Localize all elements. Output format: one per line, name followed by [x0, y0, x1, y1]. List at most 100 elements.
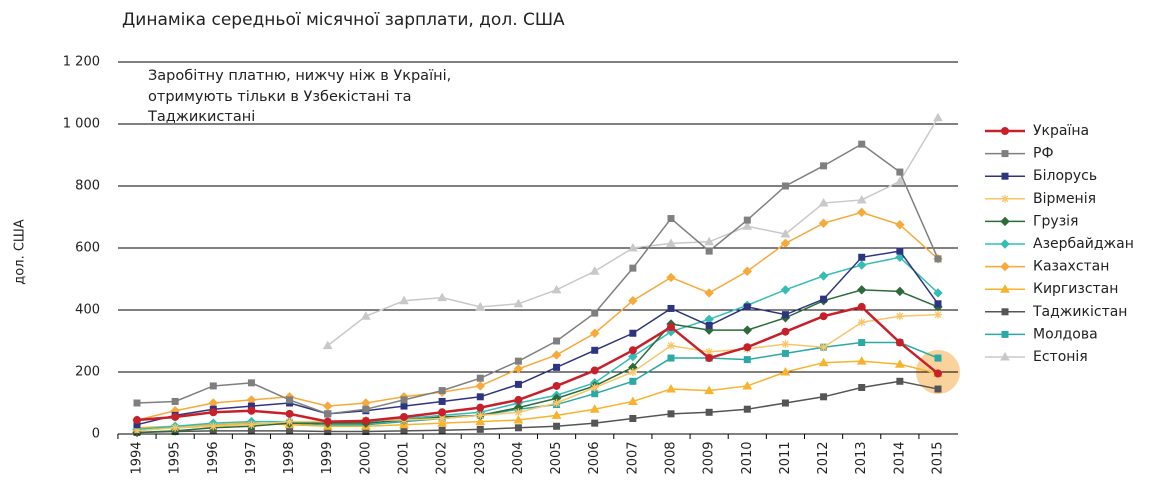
- marker: [476, 403, 485, 412]
- marker: [589, 404, 600, 413]
- x-tick-label: 2015: [931, 441, 946, 474]
- y-tick-label: 600: [75, 241, 100, 256]
- marker: [667, 215, 675, 223]
- marker: [553, 363, 561, 371]
- marker: [133, 416, 141, 425]
- marker: [171, 397, 179, 405]
- marker: [934, 310, 942, 319]
- marker: [1000, 351, 1010, 361]
- marker: [514, 408, 523, 417]
- marker: [360, 311, 371, 320]
- marker: [894, 359, 905, 368]
- marker: [895, 338, 904, 347]
- marker: [857, 260, 867, 270]
- chart-title: Динаміка середньої місячної зарплати, до…: [122, 10, 565, 30]
- marker: [743, 343, 752, 352]
- marker: [247, 379, 255, 387]
- marker: [1000, 261, 1010, 272]
- marker: [591, 390, 599, 398]
- legend-label: Естонія: [1033, 349, 1088, 365]
- series-line: [136, 305, 939, 423]
- marker: [285, 417, 294, 426]
- marker: [818, 198, 829, 207]
- marker: [438, 387, 446, 395]
- marker: [743, 303, 751, 311]
- marker: [667, 323, 675, 332]
- marker: [780, 366, 791, 376]
- marker: [627, 242, 638, 252]
- marker: [476, 425, 484, 433]
- x-tick-label: 2007: [625, 441, 640, 474]
- marker: [590, 328, 600, 338]
- marker: [553, 337, 561, 345]
- marker: [286, 427, 294, 435]
- marker: [895, 312, 904, 321]
- marker: [399, 295, 409, 305]
- marker: [400, 402, 408, 410]
- marker: [1001, 308, 1009, 316]
- marker: [781, 311, 789, 319]
- marker: [209, 382, 217, 390]
- marker: [857, 285, 867, 295]
- marker: [133, 399, 141, 407]
- marker: [780, 238, 791, 249]
- marker: [742, 325, 752, 335]
- marker: [551, 350, 562, 360]
- marker: [666, 384, 676, 393]
- marker: [591, 419, 599, 427]
- marker: [514, 357, 522, 365]
- marker: [934, 255, 942, 263]
- annotation: Заробітну платню, нижчу ніж в Україні,: [148, 68, 451, 84]
- marker: [514, 380, 522, 388]
- marker: [858, 384, 866, 391]
- marker: [400, 427, 408, 435]
- marker: [780, 285, 791, 295]
- marker: [476, 393, 484, 401]
- marker: [628, 346, 637, 355]
- series-line: [136, 313, 939, 432]
- marker: [667, 341, 675, 350]
- marker: [629, 329, 637, 337]
- marker: [820, 393, 828, 401]
- x-tick-label: 2002: [435, 441, 450, 474]
- marker: [247, 406, 256, 415]
- series-line: [136, 256, 939, 431]
- x-tick-label: 1999: [320, 441, 335, 474]
- marker: [934, 300, 942, 308]
- marker: [705, 408, 713, 416]
- marker: [590, 383, 599, 392]
- marker: [818, 271, 829, 281]
- marker: [705, 354, 714, 363]
- marker: [705, 347, 714, 356]
- marker: [781, 349, 789, 357]
- marker: [1000, 284, 1010, 293]
- x-tick-label: 2000: [358, 441, 373, 474]
- legend-label: Молдова: [1033, 326, 1098, 342]
- x-tick-label: 2003: [473, 441, 488, 474]
- marker: [513, 298, 524, 308]
- annotation: Таджикистані: [147, 109, 255, 125]
- marker: [133, 426, 141, 435]
- y-tick-label: 800: [75, 179, 100, 194]
- marker: [400, 412, 408, 421]
- marker: [209, 422, 218, 431]
- marker: [1000, 239, 1010, 249]
- y-axis-label: дол. США: [13, 219, 28, 284]
- marker: [857, 207, 867, 218]
- marker: [933, 112, 943, 122]
- marker: [247, 420, 256, 429]
- marker: [780, 229, 791, 238]
- marker: [667, 354, 675, 362]
- legend-label: Вірменія: [1033, 191, 1096, 207]
- marker: [513, 364, 524, 374]
- marker: [322, 340, 333, 350]
- marker: [896, 168, 904, 176]
- marker: [858, 253, 866, 261]
- x-tick-label: 1998: [282, 441, 297, 474]
- x-tick-label: 2010: [740, 441, 755, 474]
- legend-label: Таджикістан: [1032, 304, 1127, 320]
- marker: [934, 354, 942, 362]
- marker: [820, 162, 828, 170]
- marker: [1001, 194, 1009, 203]
- marker: [818, 357, 829, 367]
